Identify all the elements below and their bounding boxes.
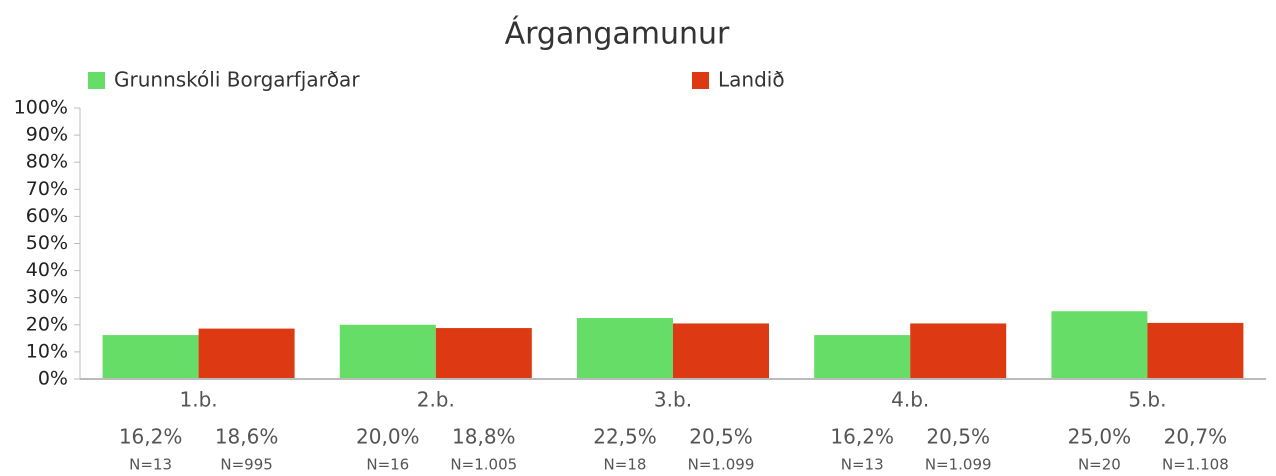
bar	[577, 318, 673, 379]
legend-label: Grunnskóli Borgarfjarðar	[114, 68, 360, 92]
bar	[198, 328, 295, 379]
n-label: N=16	[366, 456, 409, 474]
x-tick-label: 4.b.	[891, 388, 929, 412]
chart-title: Árgangamunur	[505, 16, 730, 52]
value-label: 18,6%	[215, 425, 279, 449]
n-label: N=13	[129, 456, 172, 474]
n-label: N=1.005	[450, 456, 517, 474]
value-label: 20,5%	[689, 425, 753, 449]
value-label: 20,7%	[1164, 425, 1228, 449]
value-label: 25,0%	[1068, 425, 1132, 449]
y-tick-label: 30%	[26, 286, 68, 308]
n-label: N=1.108	[1162, 456, 1229, 474]
x-tick-label: 3.b.	[654, 388, 692, 412]
n-label: N=1.099	[688, 456, 755, 474]
value-label: 20,5%	[926, 425, 990, 449]
bar	[339, 324, 436, 379]
n-label: N=13	[841, 456, 884, 474]
value-label: 16,2%	[119, 425, 183, 449]
y-tick-label: 10%	[26, 340, 68, 362]
y-tick-label: 100%	[14, 97, 68, 119]
y-tick-label: 0%	[38, 368, 68, 390]
bar	[435, 328, 532, 379]
bar	[1051, 311, 1148, 379]
x-tick-label: 2.b.	[417, 388, 455, 412]
value-label: 18,8%	[452, 425, 516, 449]
bar	[910, 323, 1007, 379]
value-label: 20,0%	[356, 425, 420, 449]
legend-swatch	[692, 72, 709, 89]
y-tick-label: 50%	[26, 232, 68, 254]
y-tick-label: 70%	[26, 178, 68, 200]
legend-label: Landið	[718, 68, 785, 92]
y-tick-label: 20%	[26, 313, 68, 335]
n-label: N=1.099	[925, 456, 992, 474]
n-label: N=20	[1078, 456, 1121, 474]
y-tick-label: 80%	[26, 151, 68, 173]
bar	[673, 323, 769, 379]
y-tick-label: 90%	[26, 124, 68, 146]
bar	[814, 335, 911, 379]
n-label: N=995	[220, 456, 272, 474]
y-tick-label: 40%	[26, 259, 68, 281]
legend-swatch	[88, 72, 105, 89]
value-label: 16,2%	[830, 425, 894, 449]
value-label: 22,5%	[593, 425, 657, 449]
bar	[102, 335, 199, 379]
x-tick-label: 5.b.	[1128, 388, 1166, 412]
n-label: N=18	[604, 456, 647, 474]
bar	[1147, 322, 1244, 379]
x-tick-label: 1.b.	[180, 388, 218, 412]
y-tick-label: 60%	[26, 205, 68, 227]
